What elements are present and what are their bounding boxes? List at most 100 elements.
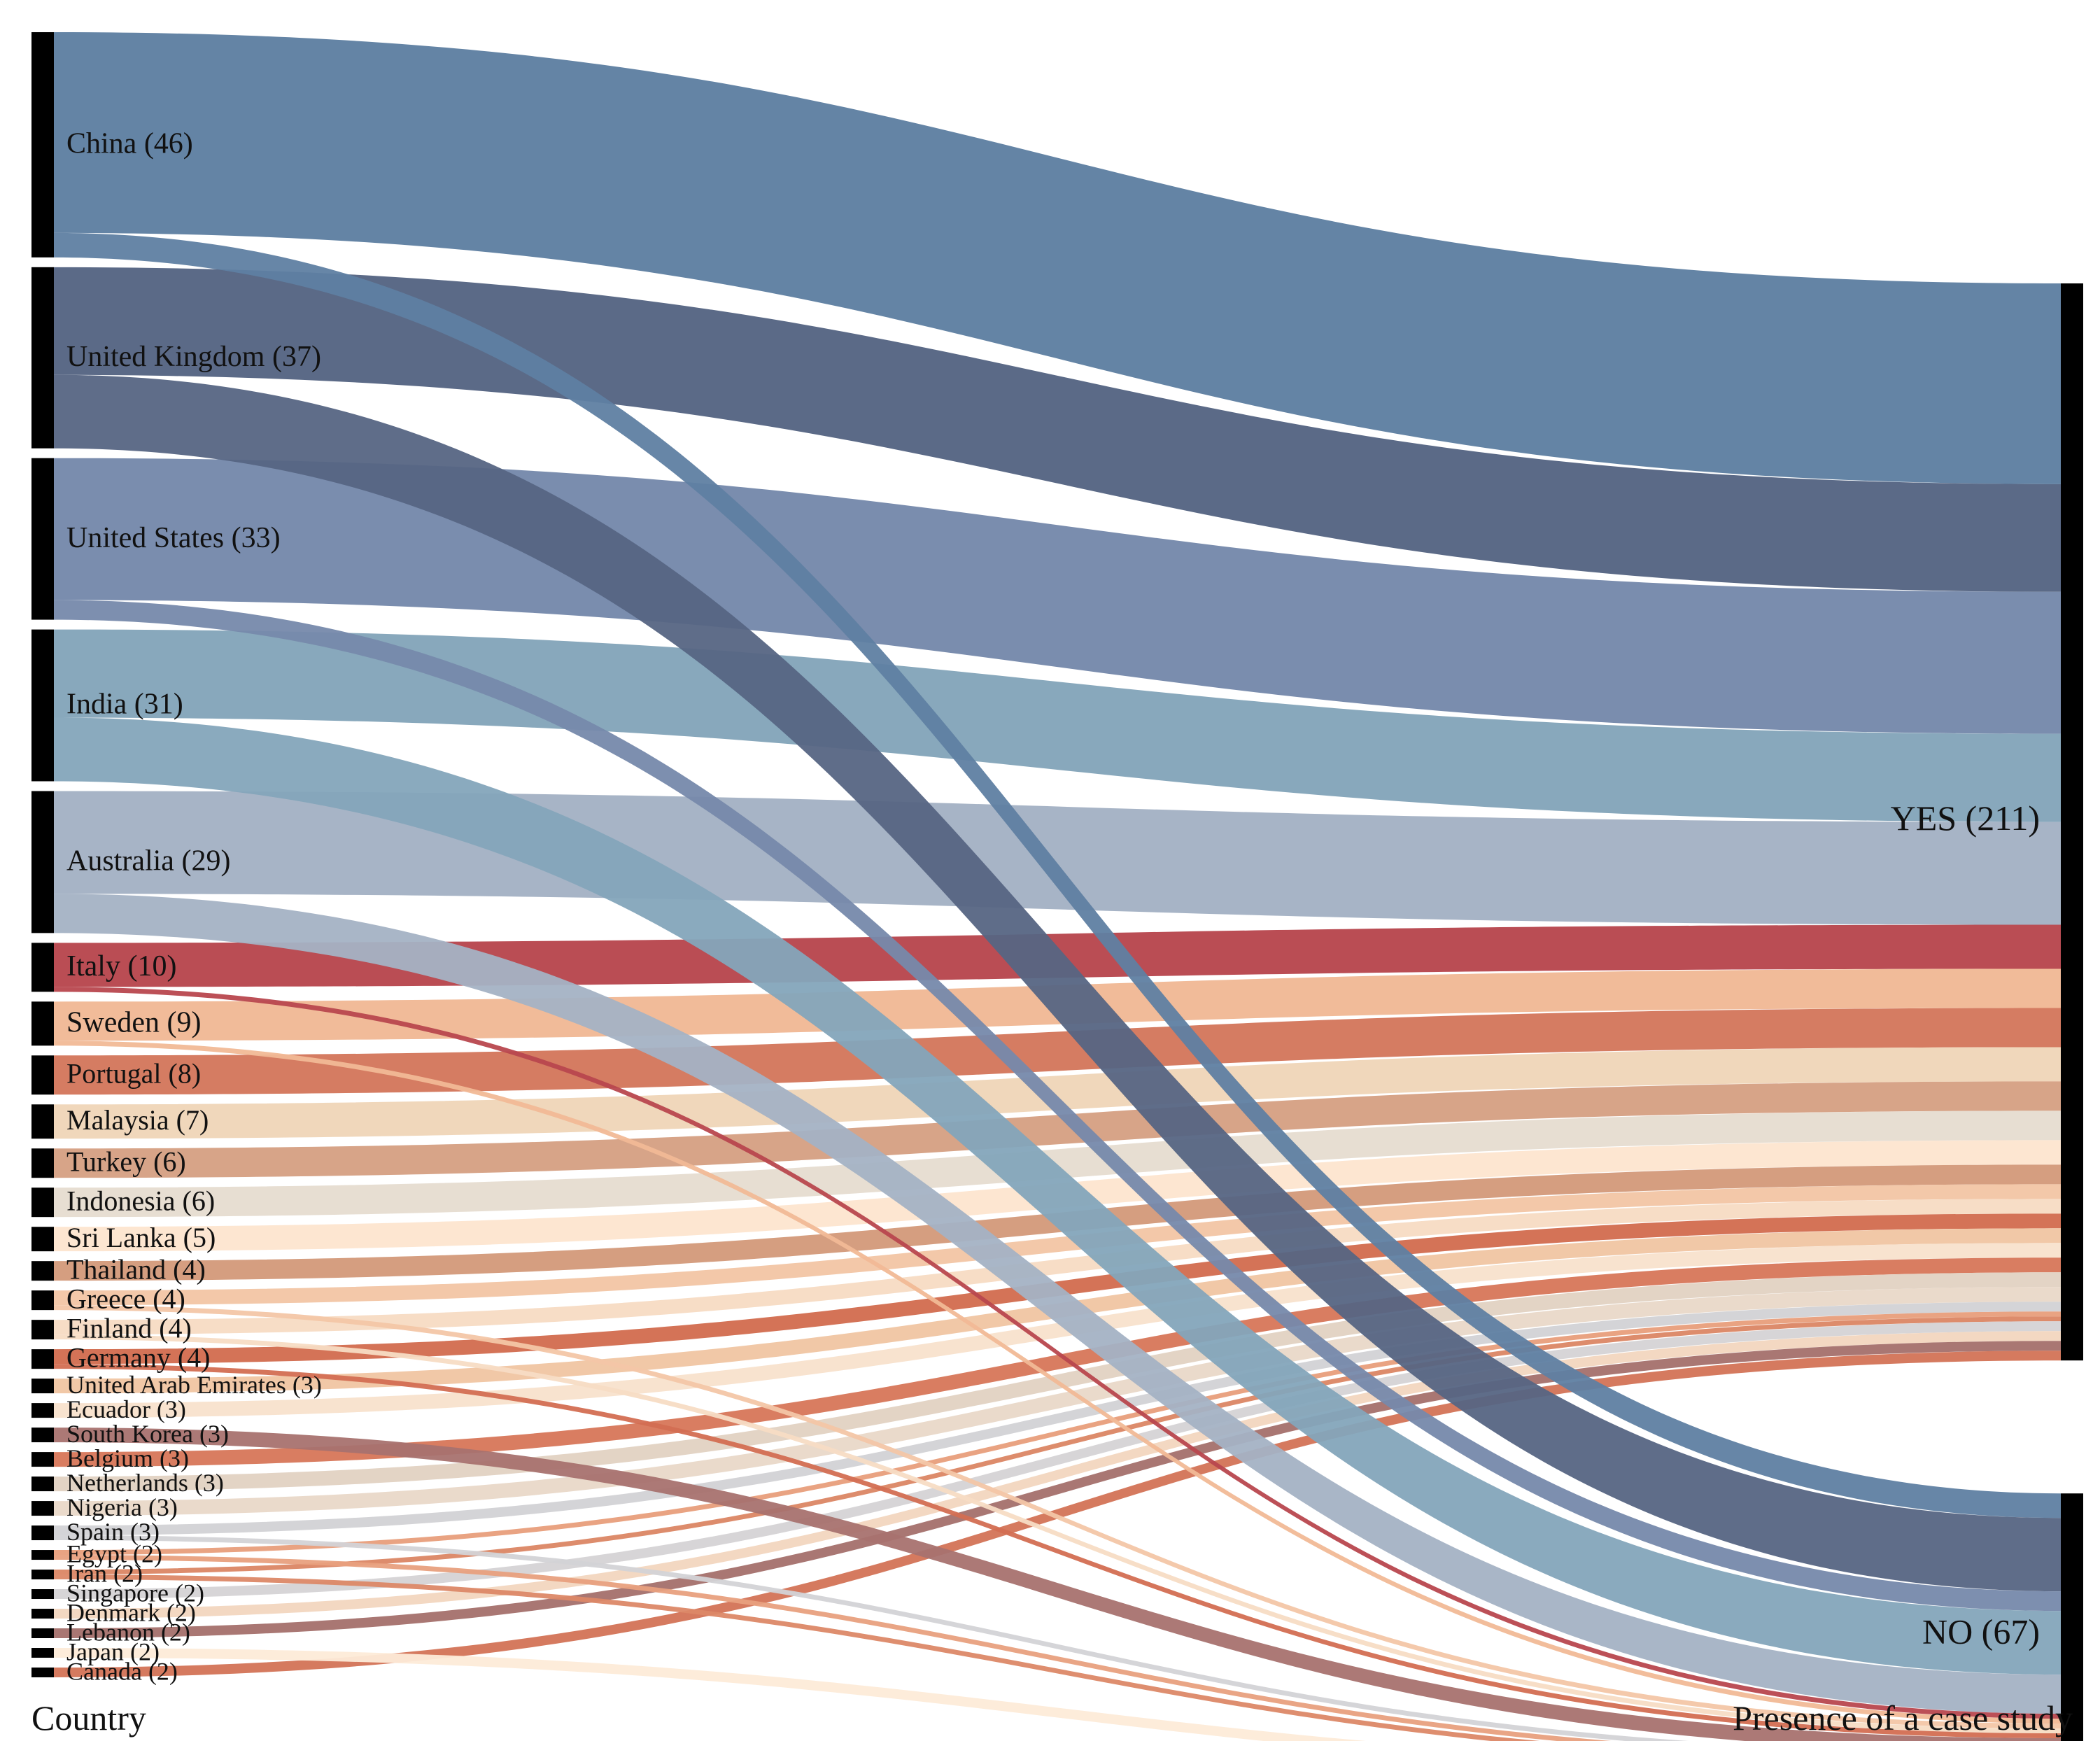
node-malaysia <box>31 1104 54 1139</box>
link-united-kingdom-no <box>54 374 2061 1592</box>
link-south-korea-no <box>54 1428 2061 1741</box>
node-united-states <box>31 458 54 620</box>
label-india: India (31) <box>66 689 183 721</box>
link-china-no <box>54 232 2061 1518</box>
node-spain <box>31 1525 54 1541</box>
label-ecuador: Ecuador (3) <box>66 1395 186 1423</box>
link-turkey-yes <box>54 1081 2061 1178</box>
link-canada-yes <box>54 1351 2061 1677</box>
link-india-yes <box>54 629 2061 822</box>
node-india <box>31 629 54 782</box>
label-italy: Italy (10) <box>66 950 176 982</box>
node-japan <box>31 1648 54 1658</box>
node-australia <box>31 791 54 933</box>
link-japan-no <box>54 1648 1366 1741</box>
label-malaysia: Malaysia (7) <box>66 1104 209 1136</box>
link-sweden-no <box>54 1041 2061 1724</box>
link-india-no <box>54 717 2061 1675</box>
label-turkey: Turkey (6) <box>66 1146 186 1177</box>
link-finland-no <box>54 1334 2061 1734</box>
label-singapore: Singapore (2) <box>66 1579 204 1607</box>
node-belgium <box>31 1452 54 1467</box>
label-australia: Australia (29) <box>66 845 230 877</box>
link-iran-no <box>54 1574 1540 1741</box>
label-spain: Spain (3) <box>66 1518 160 1546</box>
node-south-korea <box>31 1428 54 1443</box>
node-bars <box>31 32 2083 1741</box>
label-netherlands: Netherlands (3) <box>66 1469 224 1497</box>
link-united-states-no <box>54 600 2061 1612</box>
label-no: NO (67) <box>1922 1612 2040 1651</box>
label-indonesia: Indonesia (6) <box>66 1185 215 1216</box>
link-finland-yes <box>54 1199 2061 1335</box>
right-axis-label: Presence of a case study <box>1733 1698 2073 1738</box>
node-italy <box>31 943 54 992</box>
label-belgium: Belgium (3) <box>66 1444 189 1472</box>
node-yes <box>2061 283 2083 1361</box>
node-egypt <box>31 1550 54 1560</box>
node-china <box>31 32 54 258</box>
label-sweden: Sweden (9) <box>66 1006 201 1038</box>
label-denmark: Denmark (2) <box>66 1598 196 1626</box>
link-italy-no <box>54 987 2061 1719</box>
node-nigeria <box>31 1501 54 1516</box>
node-greece <box>31 1290 54 1311</box>
link-greece-yes <box>54 1184 2061 1306</box>
label-united-kingdom: United Kingdom (37) <box>66 341 321 373</box>
link-egypt-yes <box>54 1311 2061 1556</box>
link-lebanon-yes <box>54 1341 2061 1639</box>
link-portugal-yes <box>54 1008 2061 1095</box>
label-japan: Japan (2) <box>66 1637 160 1665</box>
link-indonesia-yes <box>54 1111 2061 1218</box>
label-greece: Greece (4) <box>66 1283 185 1314</box>
node-labels: China (46) United Kingdom (37) United Stat… <box>66 128 2040 1686</box>
node-indonesia <box>31 1187 54 1218</box>
left-axis-label: Country <box>31 1698 146 1738</box>
link-united-kingdom-yes <box>54 267 2061 592</box>
label-nigeria: Nigeria (3) <box>66 1493 178 1521</box>
link-greece-no <box>54 1305 2061 1729</box>
node-netherlands <box>31 1476 54 1492</box>
node-lebanon <box>31 1628 54 1639</box>
node-sri-lanka <box>31 1227 54 1252</box>
label-iran: Iran (2) <box>66 1559 143 1587</box>
link-iran-yes <box>54 1316 2061 1575</box>
label-china: China (46) <box>66 128 193 160</box>
label-lebanon: Lebanon (2) <box>66 1618 190 1646</box>
node-thailand <box>31 1261 54 1281</box>
node-germany <box>31 1349 54 1369</box>
label-thailand: Thailand (4) <box>66 1253 206 1285</box>
link-germany-no <box>54 1364 2061 1739</box>
label-united-arab-emirates: United Arab Emirates (3) <box>66 1371 322 1399</box>
flow-links <box>54 32 2061 1741</box>
node-ecuador <box>31 1403 54 1418</box>
label-egypt: Egypt (2) <box>66 1539 162 1567</box>
node-denmark <box>31 1609 54 1619</box>
link-denmark-yes <box>54 1331 2061 1619</box>
link-ecuador-yes <box>54 1243 2061 1418</box>
node-iran <box>31 1570 54 1580</box>
label-sri-lanka: Sri Lanka (5) <box>66 1222 216 1253</box>
label-finland: Finland (4) <box>66 1312 192 1344</box>
label-united-states: United States (33) <box>66 522 281 554</box>
link-australia-no <box>54 894 2061 1714</box>
link-spain-yes <box>54 1302 2061 1536</box>
label-south-korea: South Korea (3) <box>66 1420 229 1448</box>
link-nigeria-yes <box>54 1287 2061 1516</box>
node-finland <box>31 1320 54 1340</box>
label-germany: Germany (4) <box>66 1341 210 1373</box>
node-singapore <box>31 1589 54 1600</box>
link-china-yes <box>54 32 2061 484</box>
label-portugal: Portugal (8) <box>66 1057 201 1089</box>
link-belgium-yes <box>54 1257 2061 1467</box>
node-no <box>2061 1493 2083 1741</box>
node-portugal <box>31 1055 54 1095</box>
label-canada: Canada (2) <box>66 1657 178 1685</box>
label-yes: YES (211) <box>1891 798 2040 838</box>
node-canada <box>31 1668 54 1677</box>
node-sweden <box>31 1001 54 1046</box>
node-turkey <box>31 1148 54 1178</box>
node-united-kingdom <box>31 267 54 449</box>
node-united-arab-emirates <box>31 1379 54 1394</box>
